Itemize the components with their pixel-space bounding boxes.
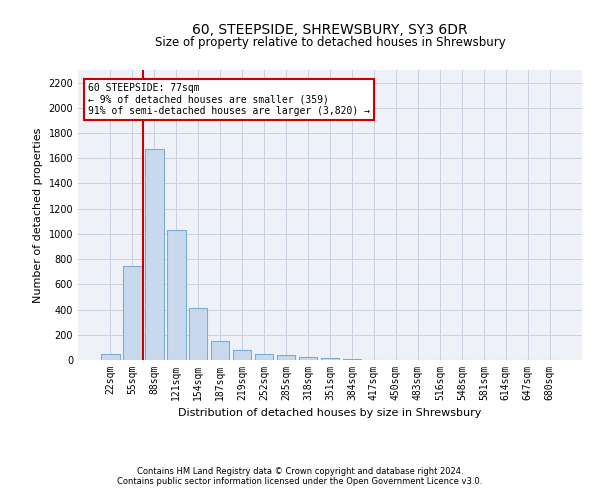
Bar <box>299 357 317 360</box>
Text: 60, STEEPSIDE, SHREWSBURY, SY3 6DR: 60, STEEPSIDE, SHREWSBURY, SY3 6DR <box>192 22 468 36</box>
Bar <box>123 266 142 360</box>
Bar <box>233 350 251 360</box>
Bar <box>211 341 229 360</box>
Text: 60 STEEPSIDE: 77sqm
← 9% of detached houses are smaller (359)
91% of semi-detach: 60 STEEPSIDE: 77sqm ← 9% of detached hou… <box>88 83 370 116</box>
Bar <box>277 355 295 360</box>
Text: Contains HM Land Registry data © Crown copyright and database right 2024.: Contains HM Land Registry data © Crown c… <box>137 467 463 476</box>
X-axis label: Distribution of detached houses by size in Shrewsbury: Distribution of detached houses by size … <box>178 408 482 418</box>
Text: Contains public sector information licensed under the Open Government Licence v3: Contains public sector information licen… <box>118 477 482 486</box>
Bar <box>145 150 164 360</box>
Bar <box>320 358 340 360</box>
Bar <box>167 230 185 360</box>
Bar <box>101 354 119 360</box>
Bar <box>255 354 274 360</box>
Bar <box>189 308 208 360</box>
Y-axis label: Number of detached properties: Number of detached properties <box>33 128 43 302</box>
Text: Size of property relative to detached houses in Shrewsbury: Size of property relative to detached ho… <box>155 36 505 49</box>
